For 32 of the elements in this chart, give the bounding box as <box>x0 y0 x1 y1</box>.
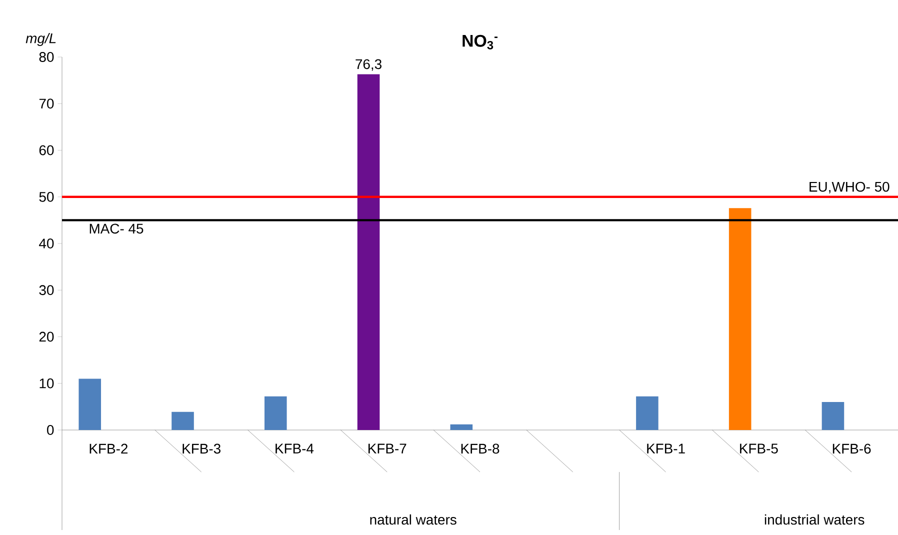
y-tick-label: 10 <box>40 378 54 388</box>
bar <box>172 412 194 430</box>
text: natural waters <box>370 514 456 525</box>
text: industrial waters <box>764 514 864 525</box>
x-tick-label: KFB-5 <box>740 444 778 454</box>
bar <box>728 208 752 430</box>
x-tick-label: KFB-3 <box>182 444 220 454</box>
x-tick-label: KFB-2 <box>90 444 128 454</box>
bar <box>822 402 844 430</box>
y-tick-label: 70 <box>39 98 54 109</box>
y-tick-label: 20 <box>39 332 54 342</box>
y-tick-label: 80 <box>39 52 54 62</box>
bar <box>78 378 102 430</box>
x-tick-label: KFB-1 <box>647 444 685 454</box>
ref-line-label: MAC- 45 <box>90 224 144 234</box>
y-tick-label: 50 <box>39 192 54 202</box>
x-tick-label: KFB-4 <box>276 444 314 454</box>
y-axis-title: mg/L <box>26 33 56 46</box>
y-tick-label: 60 <box>39 145 54 156</box>
bar <box>264 396 287 430</box>
y-tick-label: 40 <box>39 238 54 248</box>
data-label: 76,3 <box>356 59 382 71</box>
x-tick-label: KFB-8 <box>461 444 500 454</box>
x-tick-label: KFB-7 <box>368 444 406 454</box>
bar <box>636 396 658 430</box>
bar <box>450 424 473 430</box>
chart-title: NO$_{3}$- <box>462 34 498 50</box>
y-tick-label: 30 <box>39 285 54 296</box>
y-tick-label: 0 <box>47 425 54 435</box>
ref-line-label: EU,WHO- 50 <box>810 182 890 194</box>
x-tick-label: KFB-6 <box>832 444 871 454</box>
bar <box>357 74 380 430</box>
